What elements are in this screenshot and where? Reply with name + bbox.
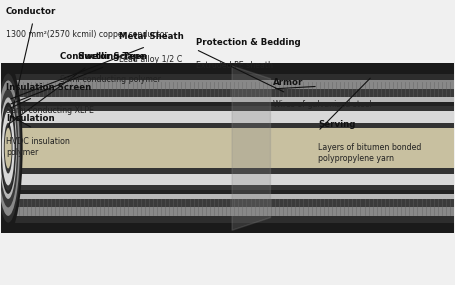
Bar xyxy=(10,74,454,223)
Bar xyxy=(10,102,454,194)
Ellipse shape xyxy=(0,89,18,207)
Ellipse shape xyxy=(5,128,12,168)
Bar xyxy=(10,89,454,207)
Ellipse shape xyxy=(0,74,21,223)
Text: Insulation Screen: Insulation Screen xyxy=(6,83,91,92)
Text: Semi-conducting polymer: Semi-conducting polymer xyxy=(60,75,161,84)
Text: Conductor: Conductor xyxy=(6,7,56,16)
Ellipse shape xyxy=(0,80,20,216)
Bar xyxy=(10,80,454,216)
Bar xyxy=(1,64,454,233)
Bar xyxy=(10,123,454,174)
Text: Serving: Serving xyxy=(318,120,355,129)
Text: Wires of galvanized steel: Wires of galvanized steel xyxy=(273,100,371,109)
Text: Conductor Screen: Conductor Screen xyxy=(60,52,147,61)
Polygon shape xyxy=(232,66,270,230)
Text: Extruded PE sheath: Extruded PE sheath xyxy=(196,61,273,70)
Text: Layers of bitumen bonded
polypropylene yarn: Layers of bitumen bonded polypropylene y… xyxy=(318,142,421,163)
Text: Semi-conducting XLPE: Semi-conducting XLPE xyxy=(6,106,94,115)
Ellipse shape xyxy=(4,123,13,174)
Text: Swelling Tape: Swelling Tape xyxy=(78,52,146,61)
Bar xyxy=(10,106,454,190)
Text: Armor: Armor xyxy=(273,78,303,87)
Ellipse shape xyxy=(0,97,17,199)
Ellipse shape xyxy=(0,64,23,233)
Bar xyxy=(10,128,454,168)
Ellipse shape xyxy=(0,102,16,194)
Text: HVDC insulation
polymer: HVDC insulation polymer xyxy=(6,137,70,157)
Text: Protection & Bedding: Protection & Bedding xyxy=(196,38,300,47)
Text: Insulation: Insulation xyxy=(6,114,55,123)
Text: 1300 mm²(2570 kcmil) copper conductor: 1300 mm²(2570 kcmil) copper conductor xyxy=(6,30,167,38)
Bar xyxy=(10,111,454,186)
Ellipse shape xyxy=(1,106,15,190)
Text: Metal Sheath: Metal Sheath xyxy=(119,32,184,41)
Bar xyxy=(10,97,454,199)
Text: Lead alloy 1/2 C: Lead alloy 1/2 C xyxy=(119,55,182,64)
Ellipse shape xyxy=(2,111,15,186)
